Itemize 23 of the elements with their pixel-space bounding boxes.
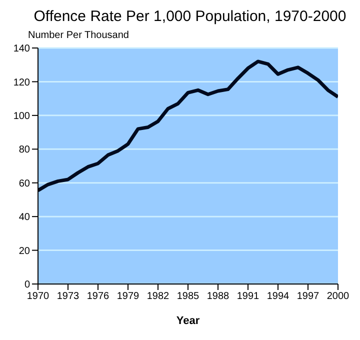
y-tick-label: 120 [13, 77, 30, 88]
y-tick-label: 60 [18, 178, 30, 190]
x-tick-label: 1991 [236, 291, 260, 302]
y-tick-label: 20 [18, 246, 30, 257]
chart-title: Offence Rate Per 1,000 Population, 1970-2000 [32, 8, 348, 27]
x-tick-label: 1985 [176, 291, 200, 302]
line-series [38, 60, 338, 192]
x-tick-label: 2000 [326, 291, 350, 302]
x-tick-label: 1997 [296, 291, 320, 302]
y-tick-label: 100 [13, 110, 30, 122]
x-tick-label: 1979 [116, 291, 140, 302]
x-tick-label: 1976 [86, 291, 110, 302]
x-tick-label: 1973 [56, 291, 80, 302]
y-tick-label: 80 [18, 144, 30, 156]
y-axis-title: Number Per Thousand [28, 30, 130, 42]
x-axis-title: Year [176, 315, 200, 327]
x-tick-label: 1982 [146, 291, 170, 302]
x-tick-label: 1988 [206, 291, 230, 302]
y-tick-label: 40 [18, 212, 30, 224]
y-tick-label: 140 [13, 44, 30, 55]
y-tick-label: 0 [24, 280, 30, 291]
x-tick-label: 1970 [26, 291, 50, 302]
x-tick-label: 1994 [266, 291, 290, 302]
